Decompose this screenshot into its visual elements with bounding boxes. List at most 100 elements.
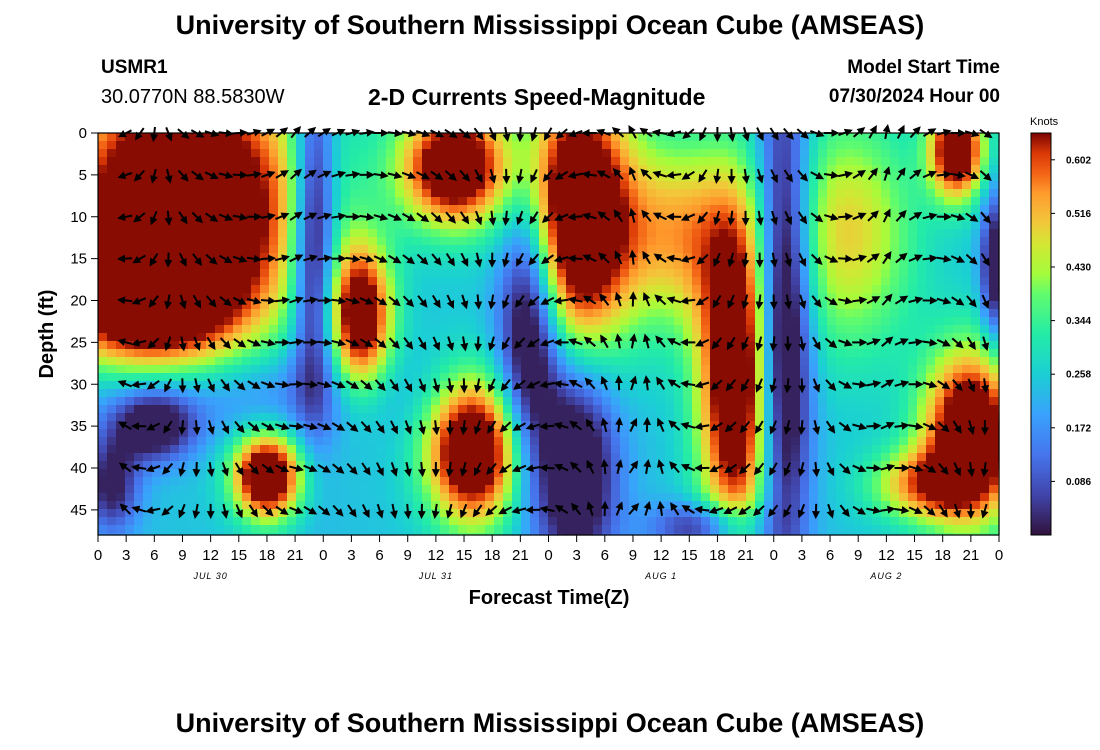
heat-cell bbox=[836, 445, 846, 454]
heat-cell bbox=[395, 453, 405, 462]
heat-cell bbox=[917, 405, 927, 414]
heat-cell bbox=[683, 277, 693, 286]
heat-cell bbox=[602, 141, 612, 150]
heat-cell bbox=[98, 517, 108, 526]
heat-cell bbox=[647, 229, 657, 238]
heat-cell bbox=[557, 181, 567, 190]
heat-cell bbox=[278, 373, 288, 382]
heat-cell bbox=[620, 325, 630, 334]
heat-cell bbox=[692, 389, 702, 398]
heat-cell bbox=[683, 429, 693, 438]
heat-cell bbox=[512, 317, 522, 326]
heat-cell bbox=[305, 445, 315, 454]
heat-cell bbox=[566, 173, 576, 182]
heat-cell bbox=[575, 301, 585, 310]
heat-cell bbox=[953, 237, 963, 246]
heat-cell bbox=[593, 493, 603, 502]
heat-cell bbox=[647, 157, 657, 166]
heat-cell bbox=[440, 173, 450, 182]
heat-cell bbox=[296, 149, 306, 158]
heat-cell bbox=[467, 445, 477, 454]
heat-cell bbox=[863, 237, 873, 246]
heat-cell bbox=[188, 149, 198, 158]
heat-cell bbox=[593, 461, 603, 470]
heat-cell bbox=[305, 397, 315, 406]
heat-cell bbox=[566, 285, 576, 294]
heat-cell bbox=[305, 469, 315, 478]
heat-cell bbox=[557, 269, 567, 278]
heat-cell bbox=[260, 269, 270, 278]
heat-cell bbox=[161, 453, 171, 462]
heat-cell bbox=[449, 333, 459, 342]
heat-cell bbox=[512, 261, 522, 270]
heat-cell bbox=[494, 341, 504, 350]
heat-cell bbox=[458, 493, 468, 502]
heat-cell bbox=[683, 413, 693, 422]
heat-cell bbox=[125, 453, 135, 462]
heat-cell bbox=[989, 437, 999, 446]
heat-cell bbox=[521, 261, 531, 270]
heat-cell bbox=[575, 141, 585, 150]
heat-cell bbox=[413, 461, 423, 470]
heat-cell bbox=[161, 213, 171, 222]
heat-cell bbox=[701, 181, 711, 190]
heat-cell bbox=[377, 165, 387, 174]
heat-cell bbox=[332, 397, 342, 406]
heat-cell bbox=[971, 485, 981, 494]
heat-cell bbox=[476, 525, 486, 534]
heat-cell bbox=[800, 253, 810, 262]
heat-cell bbox=[197, 229, 207, 238]
heat-cell bbox=[647, 501, 657, 510]
heat-cell bbox=[134, 141, 144, 150]
heat-cell bbox=[206, 229, 216, 238]
heat-cell bbox=[107, 517, 117, 526]
heat-cell bbox=[332, 373, 342, 382]
heat-cell bbox=[296, 245, 306, 254]
heat-cell bbox=[350, 285, 360, 294]
heat-cell bbox=[836, 477, 846, 486]
heat-cell bbox=[521, 477, 531, 486]
heat-cell bbox=[575, 245, 585, 254]
heat-cell bbox=[728, 309, 738, 318]
heat-cell bbox=[404, 493, 414, 502]
heat-cell bbox=[224, 317, 234, 326]
heat-cell bbox=[656, 237, 666, 246]
heat-cell bbox=[431, 517, 441, 526]
heat-cell bbox=[962, 261, 972, 270]
heat-cell bbox=[215, 469, 225, 478]
heat-cell bbox=[602, 493, 612, 502]
heat-cell bbox=[935, 517, 945, 526]
heat-cell bbox=[323, 237, 333, 246]
heat-cell bbox=[548, 253, 558, 262]
heat-cell bbox=[845, 453, 855, 462]
heat-cell bbox=[566, 501, 576, 510]
heat-cell bbox=[638, 325, 648, 334]
heat-cell bbox=[404, 389, 414, 398]
heat-cell bbox=[521, 221, 531, 230]
heat-cell bbox=[773, 237, 783, 246]
heat-cell bbox=[971, 413, 981, 422]
heat-cell bbox=[278, 229, 288, 238]
heat-cell bbox=[422, 277, 432, 286]
heat-cell bbox=[701, 317, 711, 326]
heat-cell bbox=[800, 413, 810, 422]
heat-cell bbox=[206, 221, 216, 230]
heat-cell bbox=[566, 189, 576, 198]
heat-cell bbox=[242, 261, 252, 270]
heat-cell bbox=[179, 421, 189, 430]
heat-cell bbox=[971, 141, 981, 150]
heat-cell bbox=[242, 509, 252, 518]
heat-cell bbox=[944, 309, 954, 318]
heat-cell bbox=[323, 277, 333, 286]
heat-cell bbox=[602, 173, 612, 182]
heat-cell bbox=[566, 349, 576, 358]
heat-cell bbox=[971, 181, 981, 190]
heat-cell bbox=[881, 397, 891, 406]
heat-cell bbox=[125, 205, 135, 214]
heat-cell bbox=[728, 141, 738, 150]
heat-cell bbox=[467, 389, 477, 398]
heat-cell bbox=[215, 349, 225, 358]
heat-cell bbox=[251, 461, 261, 470]
heat-cell bbox=[350, 301, 360, 310]
heat-cell bbox=[863, 493, 873, 502]
